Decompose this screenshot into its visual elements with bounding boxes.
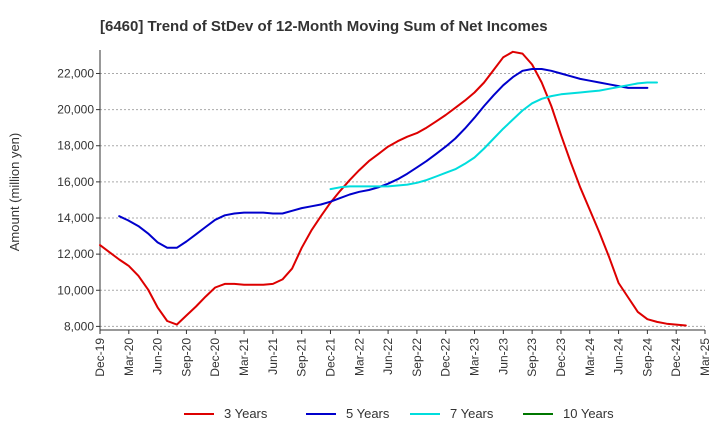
x-tick-label: Jun-20 [151,338,165,375]
x-tick-label: Mar-25 [698,338,712,376]
x-tick-label: Mar-24 [583,338,597,376]
y-tick-label: 20,000 [57,103,94,117]
chart-title: [6460] Trend of StDev of 12-Month Moving… [100,18,548,35]
x-tick-label: Sep-24 [640,338,654,377]
x-tick-label: Mar-23 [468,338,482,376]
x-tick-label: Sep-22 [410,338,424,377]
x-tick-label: Jun-24 [612,338,626,375]
x-tick-label: Sep-20 [179,338,193,377]
series-line-5-years [118,68,649,249]
legend-label-10-years: 10 Years [563,406,614,421]
x-tick-label: Jun-22 [381,338,395,375]
y-tick-label: 16,000 [57,175,94,189]
x-tick-label: Mar-20 [122,338,136,376]
legend-label-7-years: 7 Years [450,406,494,421]
series-line-3-years [99,50,687,327]
y-axis-title: Amount (million yen) [7,133,22,252]
axes: 8,000 10,000 12,000 14,000 16,000 18,000 20,00… [57,50,712,377]
x-tick-label: Dec-22 [439,338,453,377]
x-tick-label: Jun-21 [266,338,280,375]
y-tick-label: 8,000 [64,319,94,333]
y-tick-label: 22,000 [57,66,94,80]
series-line-7-years [329,81,658,191]
x-tick-label: Dec-20 [208,338,222,377]
y-tick-label: 14,000 [57,211,94,225]
x-tick-label: Jun-23 [496,338,510,375]
gridlines [100,72,705,327]
x-tick-label: Dec-23 [554,338,568,377]
x-tick-label: Dec-21 [323,338,337,377]
x-tick-label: Sep-23 [525,338,539,377]
series-lines [99,50,687,327]
legend-label-5-years: 5 Years [346,406,390,421]
y-tick-label: 10,000 [57,283,94,297]
x-tick-label: Sep-21 [295,338,309,377]
y-tick-label: 18,000 [57,139,94,153]
y-tick-label: 12,000 [57,247,94,261]
x-tick-label: Dec-24 [669,338,683,377]
x-tick-label: Mar-22 [352,338,366,376]
legend-label-3-years: 3 Years [224,406,268,421]
legend: 3 Years 5 Years 7 Years 10 Years [184,406,614,421]
x-tick-label: Dec-19 [93,338,107,377]
x-tick-label: Mar-21 [237,338,251,376]
